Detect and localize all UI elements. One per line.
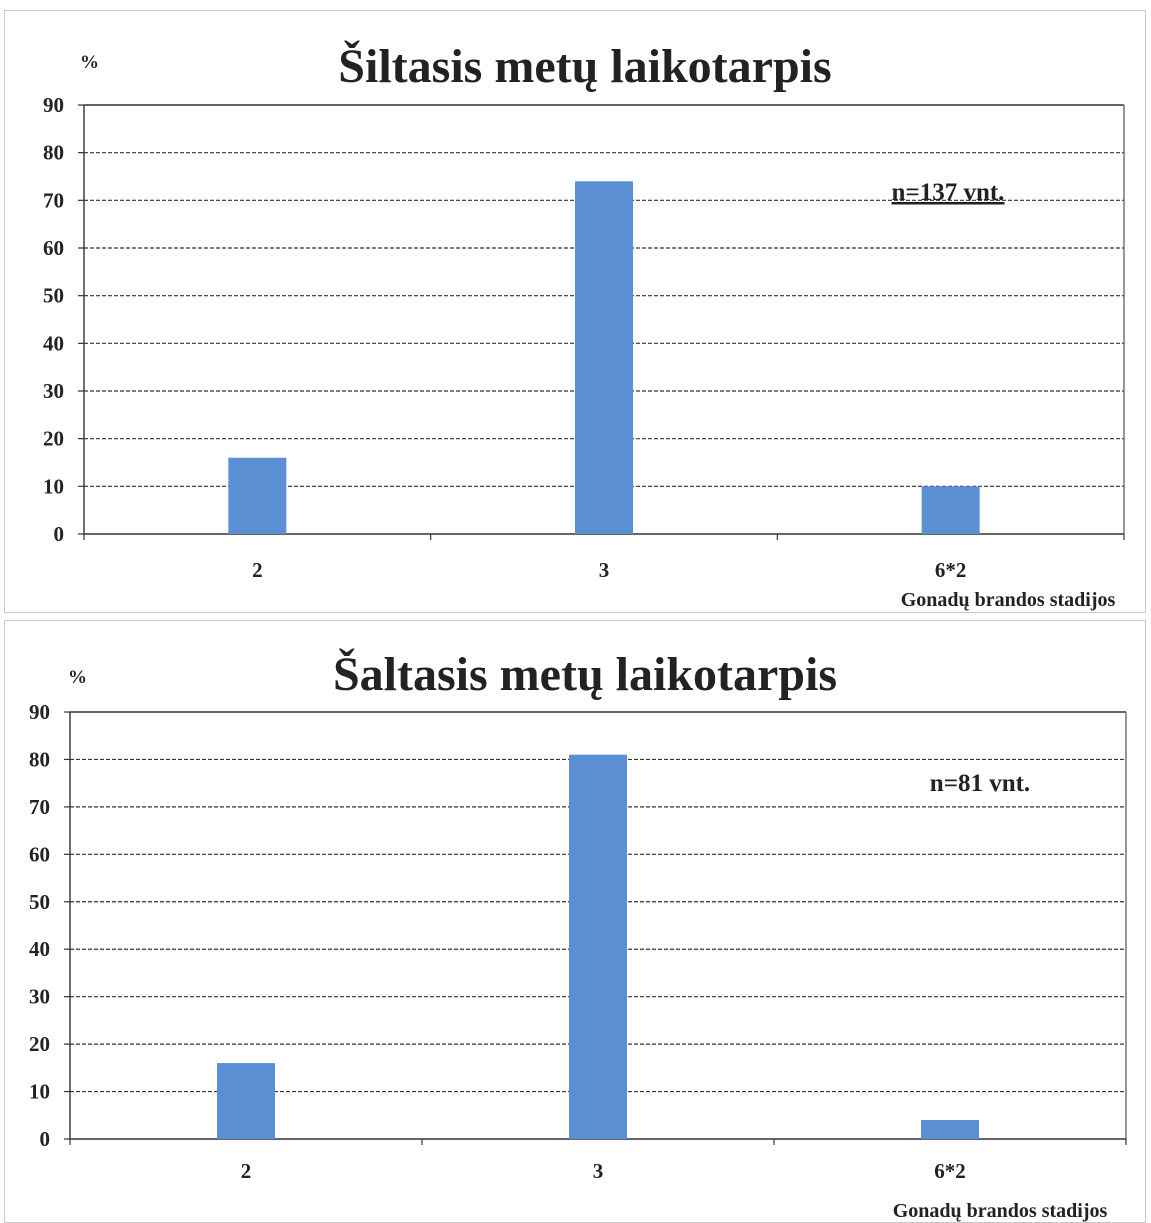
chart-panel-warm: Šiltasis metų laikotarpis% 0 10 20 30 40 50 60 7… [4,10,1146,613]
bar-62 [921,1120,979,1139]
x-tick-label: 6*2 [935,558,967,582]
y-tick-label: 30 [43,379,64,403]
y-tick-label: 50 [29,890,50,914]
sample-size-annotation: n=137 vnt. [892,179,1005,206]
y-tick-label: 50 [43,284,64,308]
y-tick-label: 20 [29,1032,50,1056]
y-tick-label: 40 [29,937,50,961]
y-tick-label: 30 [29,985,50,1009]
sample-size-annotation: n=81 vnt. [930,770,1030,797]
chart-panel-cold: Šaltasis metų laikotarpis% 0 10 20 30 40 50 60 7… [0,620,1151,1223]
y-tick-label: 10 [29,1080,50,1104]
chart-warm-season: Šiltasis metų laikotarpis% 0 10 20 30 40 50 60 7… [43,39,1125,611]
y-tick-label: 60 [29,842,50,866]
y-tick-label: 70 [29,795,50,819]
y-axis-unit: % [80,52,99,73]
x-tick-label: 3 [593,1159,604,1183]
x-tick-label: 3 [599,558,610,582]
y-tick-label: 80 [43,141,64,165]
y-tick-label: 40 [43,331,64,355]
bar-2 [217,1063,275,1139]
y-tick-label: 90 [29,700,50,724]
bar-3 [575,181,633,534]
x-axis-title: Gonadų brandos stadijos [893,1200,1108,1222]
chart-cold-season: Šaltasis metų laikotarpis% 0 10 20 30 40 50 60 7… [29,647,1127,1222]
y-tick-label: 0 [54,522,65,546]
chart-title: Šiltasis metų laikotarpis [338,39,831,93]
bar-62 [921,486,980,534]
x-tick-label: 2 [241,1159,252,1183]
y-tick-label: 90 [43,93,64,117]
bar-2 [228,457,287,534]
x-axis-title: Gonadų brandos stadijos [901,589,1116,611]
chart-title: Šaltasis metų laikotarpis [333,647,837,701]
y-axis-unit: % [68,667,87,688]
y-tick-label: 70 [43,188,64,212]
y-tick-label: 0 [40,1127,51,1151]
x-tick-label: 6*2 [934,1159,966,1183]
x-tick-label: 2 [252,558,263,582]
y-tick-label: 20 [43,427,64,451]
y-tick-label: 10 [43,474,64,498]
y-tick-label: 80 [29,747,50,771]
bar-3 [569,754,627,1139]
chart-frame [4,10,1146,613]
y-tick-label: 60 [43,236,64,260]
